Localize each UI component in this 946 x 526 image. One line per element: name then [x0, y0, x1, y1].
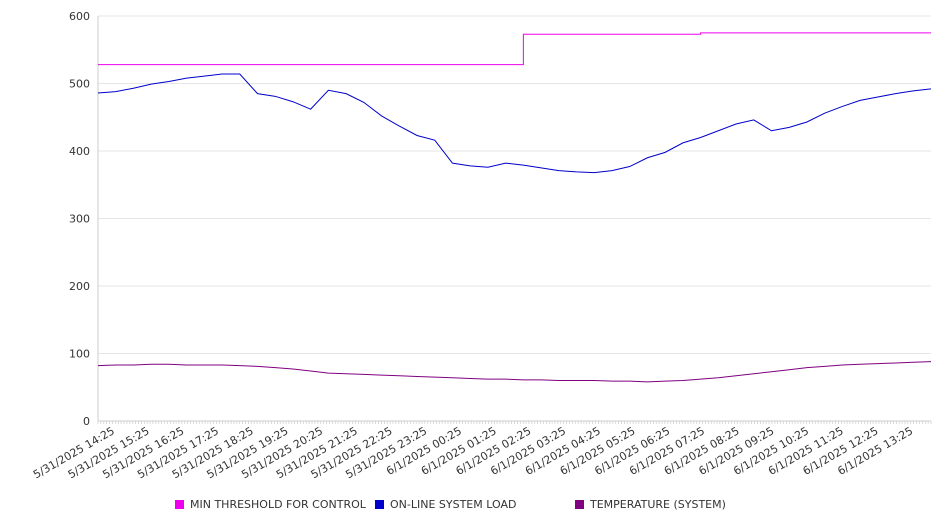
y-tick-label: 400 — [69, 145, 90, 158]
legend-label-system-load: ON-LINE SYSTEM LOAD — [390, 498, 517, 511]
legend: MIN THRESHOLD FOR CONTROL ON-LINE SYSTEM… — [0, 498, 946, 514]
y-tick-label: 300 — [69, 213, 90, 226]
legend-label-min-threshold: MIN THRESHOLD FOR CONTROL — [190, 498, 366, 511]
legend-swatch-min-threshold — [175, 500, 184, 509]
legend-item-temperature[interactable]: TEMPERATURE (SYSTEM) — [575, 498, 726, 511]
series-line-0 — [98, 32, 931, 66]
series-line-1 — [97, 73, 932, 174]
series-lines — [97, 32, 932, 383]
legend-label-temperature: TEMPERATURE (SYSTEM) — [590, 498, 726, 511]
y-axis: 0 100 200 300 400 500 600 — [69, 10, 99, 428]
y-tick-label: 100 — [69, 348, 90, 361]
y-tick-label: 600 — [69, 10, 90, 23]
series-line-2 — [97, 361, 932, 383]
legend-item-min-threshold[interactable]: MIN THRESHOLD FOR CONTROL — [175, 498, 366, 511]
x-axis: 5/31/2025 14:255/31/2025 15:255/31/2025 … — [31, 420, 932, 481]
legend-swatch-system-load — [375, 500, 384, 509]
y-tick-label: 500 — [69, 78, 90, 91]
legend-swatch-temperature — [575, 500, 584, 509]
y-tick-label: 200 — [69, 280, 90, 293]
grid-lines — [98, 15, 931, 354]
legend-item-system-load[interactable]: ON-LINE SYSTEM LOAD — [375, 498, 516, 511]
y-tick-label: 0 — [83, 415, 90, 428]
